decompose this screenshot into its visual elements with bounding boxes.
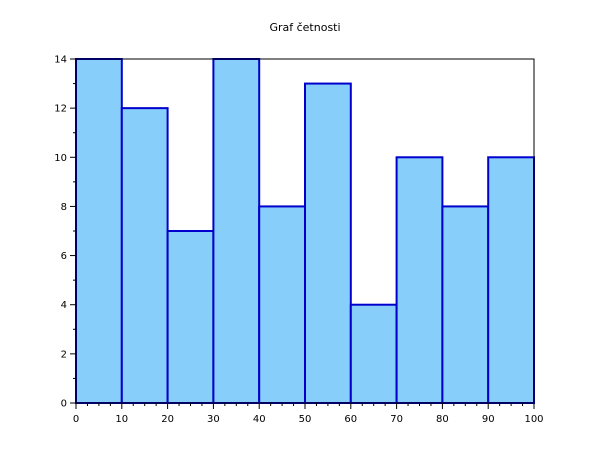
y-tick-label: 8 (61, 202, 67, 213)
histogram-bar (487, 156, 536, 404)
y-tick-label: 2 (61, 349, 67, 360)
histogram-bar (441, 205, 490, 404)
histogram-bar (349, 303, 398, 405)
histogram-bar (120, 107, 169, 405)
x-tick-label: 90 (482, 414, 495, 425)
y-tick-label: 14 (54, 55, 67, 66)
x-tick-label: 60 (344, 414, 357, 425)
y-axis: 0 2 4 6 8 10 12 14 (54, 55, 76, 410)
x-tick-label: 20 (161, 414, 174, 425)
y-tick-label: 4 (61, 300, 67, 311)
y-tick-label: 0 (61, 399, 67, 410)
x-tick-label: 30 (207, 414, 220, 425)
x-tick-label: 80 (436, 414, 449, 425)
histogram-bar (395, 156, 444, 404)
histogram-bar (212, 58, 261, 404)
x-tick-label: 50 (299, 414, 312, 425)
x-axis: 0 10 20 30 40 50 60 70 80 90 100 (73, 403, 544, 425)
y-tick-label: 6 (61, 251, 67, 262)
x-tick-label: 40 (253, 414, 266, 425)
histogram-bar (75, 58, 123, 404)
histogram-bar (166, 230, 215, 404)
bars-layer (75, 58, 536, 405)
x-tick-label: 10 (115, 414, 128, 425)
histogram-bar (304, 82, 352, 404)
histogram-bar (258, 205, 307, 404)
x-tick-label: 100 (524, 414, 543, 425)
y-tick-label: 10 (54, 153, 67, 164)
x-tick-label: 0 (73, 414, 79, 425)
y-tick-label: 12 (54, 104, 67, 115)
chart-title: Graf četnosti (269, 21, 340, 34)
x-tick-label: 70 (390, 414, 403, 425)
